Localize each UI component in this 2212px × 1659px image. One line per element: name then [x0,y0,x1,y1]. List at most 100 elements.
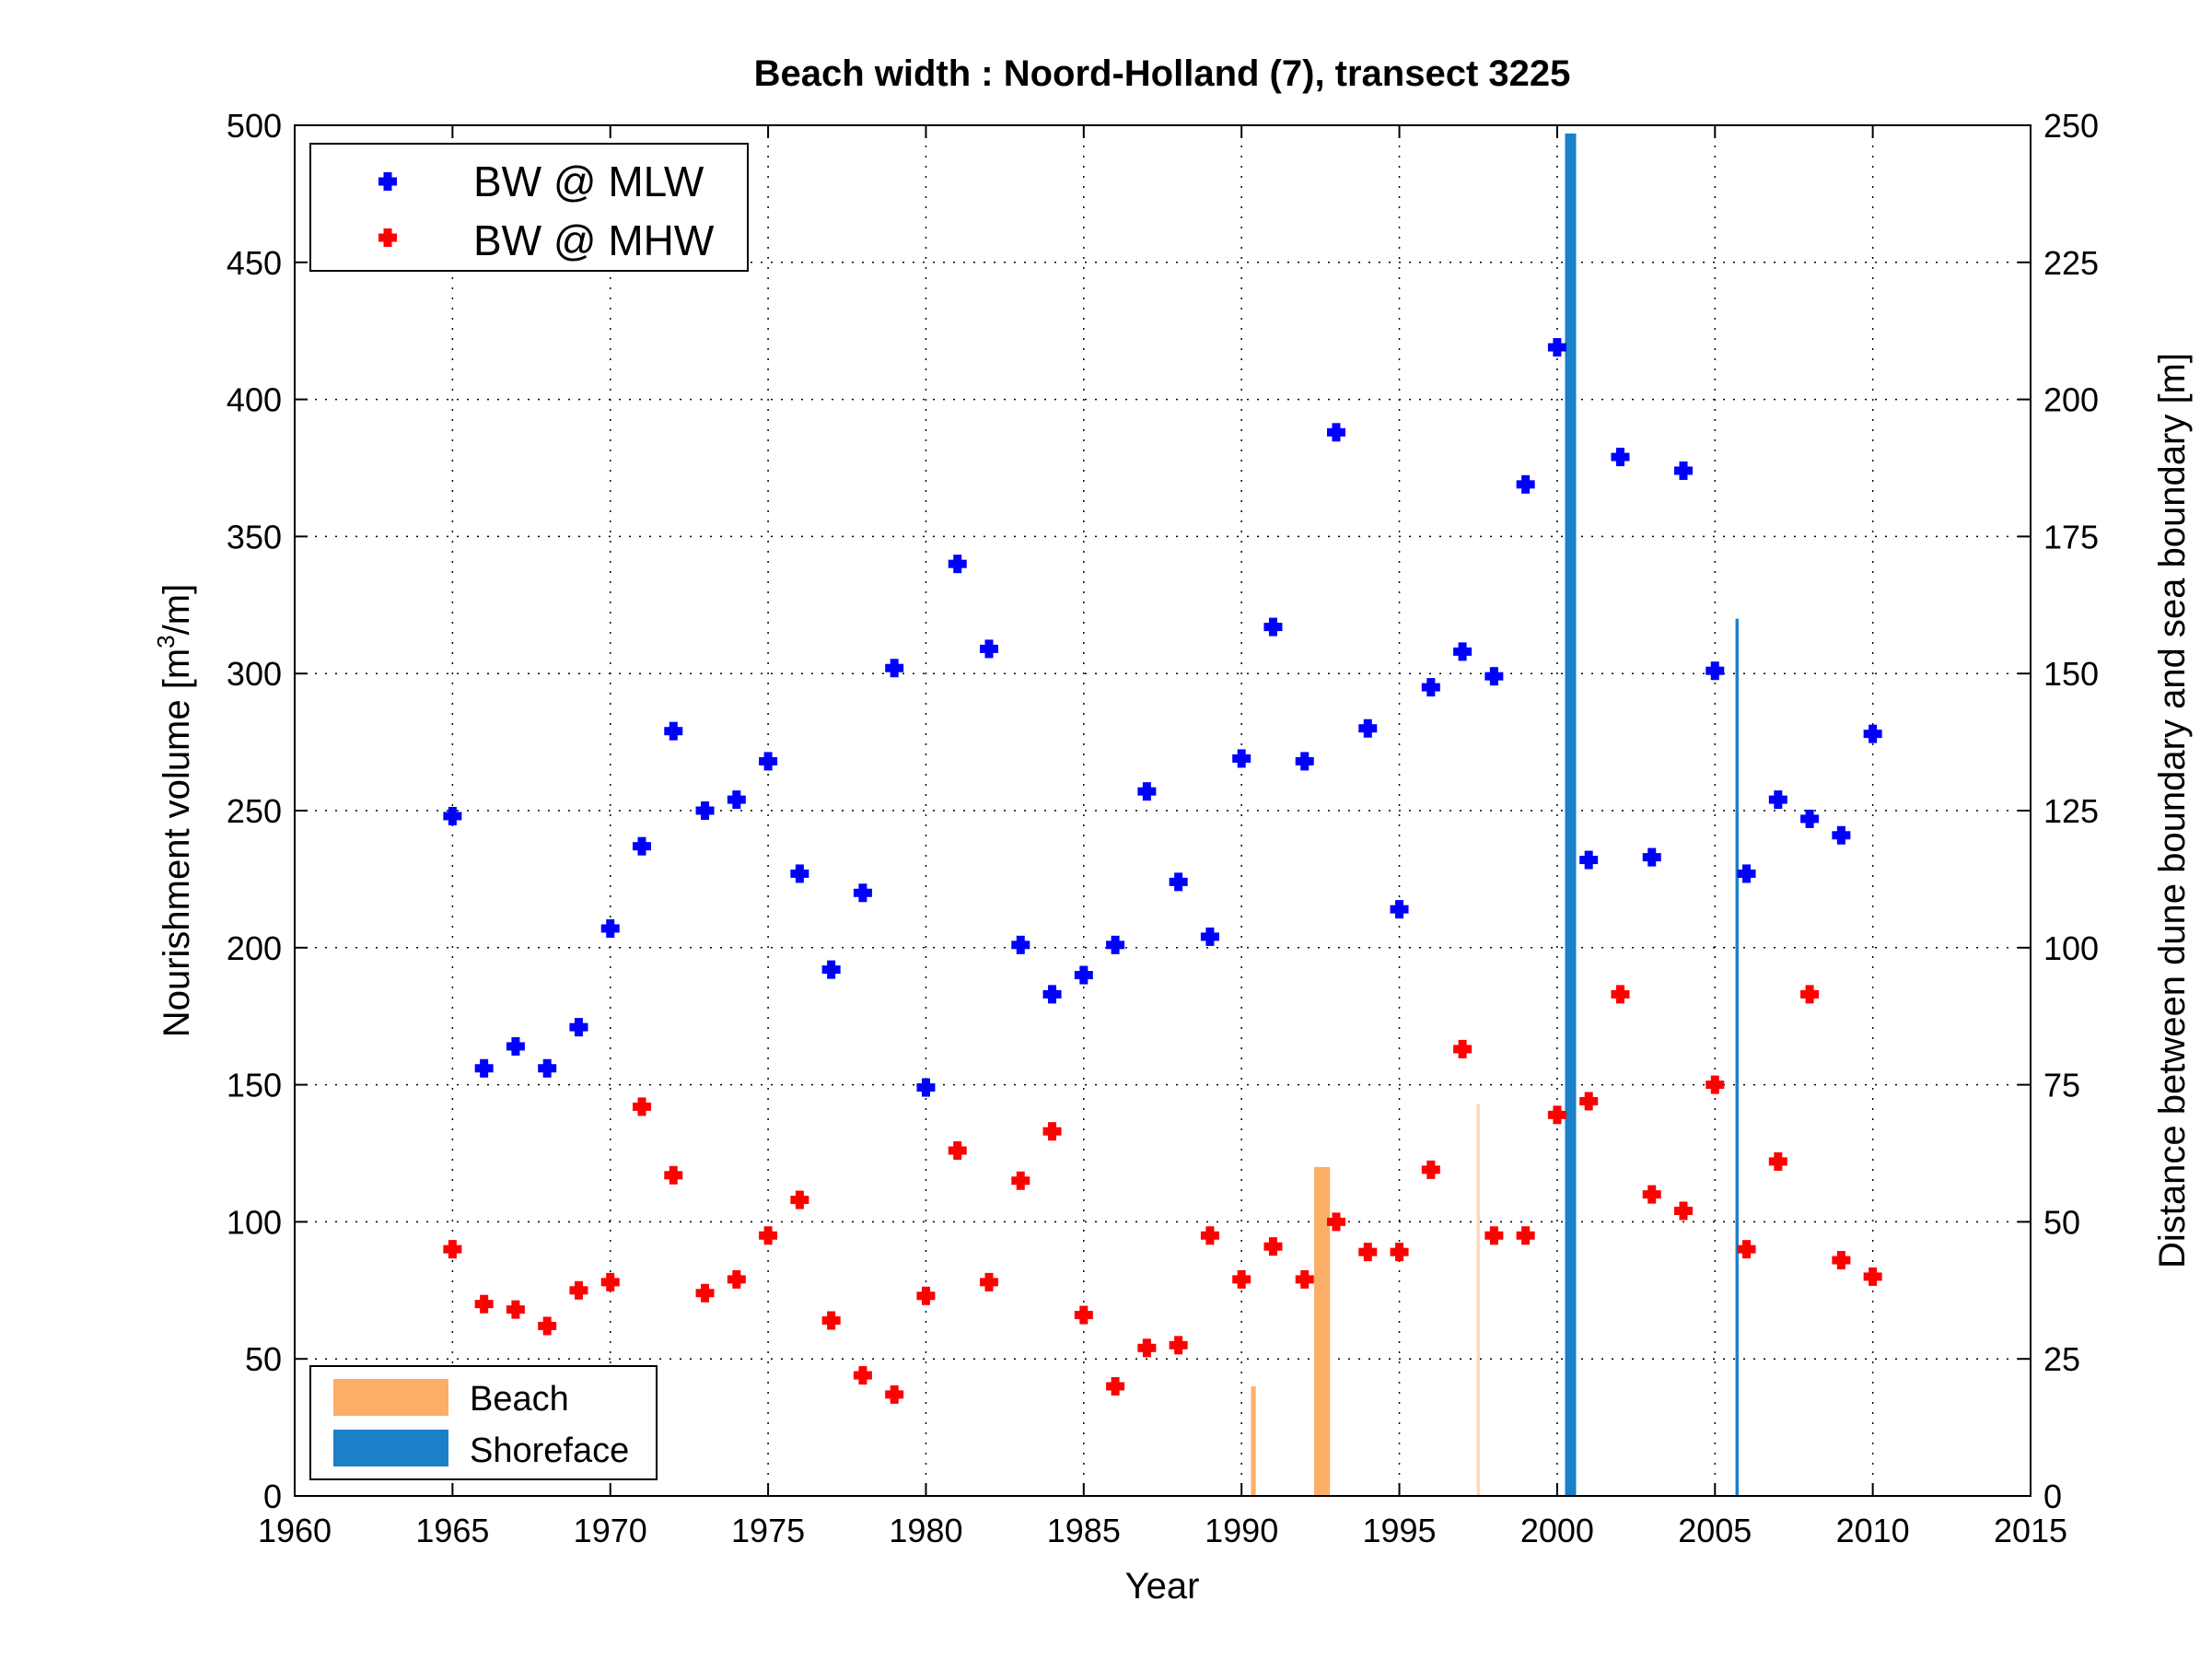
data-point-bw-mlw [916,1078,936,1097]
data-point-bw-mlw [727,790,746,810]
data-point-bw-mhw [980,1272,998,1291]
data-point-bw-mlw [980,639,998,659]
data-point-bw-mhw [1579,1092,1599,1111]
data-point-bw-mhw [506,1300,525,1319]
data-point-bw-mlw [1137,782,1157,801]
data-point-bw-mhw [1674,1201,1693,1221]
data-point-bw-mlw [1737,864,1756,883]
data-point-bw-mlw [885,659,904,678]
data-point-bw-mlw [1863,724,1882,743]
axis-ticks: 1960 1965 1970 1975 1980 1985 1990 1995 2000 2005… [227,107,2099,1549]
data-point-bw-mhw [1516,1226,1535,1245]
y-axis-label-right: Distance between dune boundary and sea b… [2152,353,2193,1268]
data-point-bw-mlw [790,864,809,883]
data-point-bw-mhw [1737,1240,1756,1259]
legend-marker-mhw-shape [378,228,397,247]
y-tick-label-right: 200 [2043,381,2099,419]
data-point-bw-mhw [1327,1212,1345,1232]
data-point-bw-mlw [1263,617,1283,637]
y-tick-label-right: 0 [2043,1478,2062,1515]
data-point-bw-mlw [1674,461,1693,480]
y-axis-label-left: Nourishment volume [m3/m] [152,584,197,1037]
data-point-bw-mhw [1232,1269,1252,1289]
data-point-bw-mlw [1106,935,1125,954]
x-axis-label: Year [1125,1566,1200,1606]
y-tick-label-left: 500 [227,107,282,145]
legend-marker-mhw [378,228,397,247]
data-point-bw-mhw [1390,1243,1409,1262]
data-point-bw-mlw [1295,752,1314,771]
legend-marker-mlw-shape [378,172,397,191]
y-tick-label-left: 0 [263,1478,282,1515]
nourishment-bar-shoreface [1565,133,1577,1497]
legend-label-shoreface: Shoreface [470,1431,629,1470]
data-point-bw-mhw [538,1316,557,1336]
data-point-bw-mhw [821,1311,841,1330]
data-point-bw-mlw [948,555,967,574]
x-tick-label: 1985 [1047,1512,1121,1549]
data-point-bw-mhw [948,1141,967,1161]
data-point-bw-mhw [1042,1122,1062,1141]
x-tick-label: 1970 [574,1512,647,1549]
y-tick-label-right: 175 [2043,518,2099,555]
nourishment-bar-beach [1476,1104,1480,1496]
x-tick-label: 1960 [258,1512,332,1549]
data-point-bw-mhw [1706,1075,1725,1094]
data-point-bw-mlw [1768,790,1787,810]
y-tick-label-left: 250 [227,792,282,830]
data-point-bw-mhw [1106,1376,1125,1396]
data-point-bw-mhw [1263,1237,1283,1256]
data-point-bw-mhw [1768,1151,1787,1171]
data-point-bw-mhw [569,1280,588,1300]
data-point-bw-mlw [474,1058,494,1078]
data-point-bw-mlw [1484,667,1504,686]
y-tick-label-right: 250 [2043,107,2099,145]
x-tick-label: 1995 [1362,1512,1436,1549]
data-point-bw-mhw [1484,1226,1504,1245]
y-axis-label-left-main: Nourishment volume [m [157,648,197,1037]
data-point-bw-mlw [759,752,778,771]
y-tick-label-right: 225 [2043,244,2099,282]
data-point-bw-mhw [1137,1338,1157,1358]
data-point-bw-mlw [1200,927,1219,946]
data-point-bw-mhw [759,1226,778,1245]
y-tick-label-right: 50 [2043,1203,2080,1241]
y-tick-label-left: 200 [227,929,282,967]
data-points [443,338,1882,1404]
data-point-bw-mlw [1642,847,1661,867]
y-tick-label-left: 150 [227,1067,282,1104]
x-tick-label: 2015 [1994,1512,2067,1549]
data-point-bw-mhw [600,1272,620,1291]
data-point-bw-mhw [1358,1243,1378,1262]
y-tick-label-right: 75 [2043,1067,2080,1104]
data-point-bw-mlw [1358,719,1378,738]
data-point-bw-mlw [664,721,683,741]
data-point-bw-mlw [443,806,462,825]
data-point-bw-mlw [1169,872,1188,892]
data-point-bw-mlw [538,1058,557,1078]
y-tick-label-left: 300 [227,655,282,693]
data-point-bw-mlw [1579,850,1599,870]
data-point-bw-mlw [1453,642,1473,661]
data-point-bw-mhw [1547,1105,1566,1125]
data-point-bw-mhw [790,1190,809,1209]
data-point-bw-mlw [633,836,651,856]
data-point-bw-mhw [1863,1267,1882,1286]
chart-title: Beach width : Noord-Holland (7), transec… [754,53,1571,94]
data-point-bw-mlw [506,1036,525,1056]
x-tick-label: 1980 [889,1512,962,1549]
data-point-bw-mlw [1611,448,1630,467]
data-point-bw-mhw [1200,1226,1219,1245]
y-tick-label-left: 100 [227,1203,282,1241]
x-tick-label: 2000 [1520,1512,1594,1549]
y-tick-label-left: 350 [227,518,282,555]
legend-swatch-beach [333,1379,448,1416]
y-tick-label-right: 125 [2043,792,2099,830]
data-point-bw-mhw [1800,985,1820,1004]
data-point-bw-mlw [1390,900,1409,919]
data-point-bw-mhw [727,1269,746,1289]
data-point-bw-mhw [1074,1305,1093,1325]
data-point-bw-mlw [1074,965,1093,985]
legend-label-mlw: BW @ MLW [473,158,704,205]
